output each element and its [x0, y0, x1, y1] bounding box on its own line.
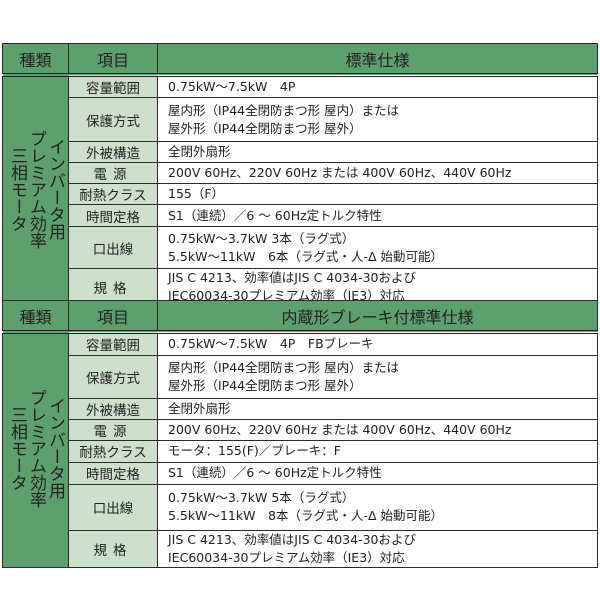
item-label: 規格 [68, 529, 158, 568]
spec-value: JIS C 4213、効率値はJIS C 4034-30および IEC60034-… [157, 268, 598, 306]
item-label: 時間定格 [68, 461, 158, 485]
item-label: 口出線 [68, 483, 158, 531]
item-label: 口出線 [68, 226, 158, 269]
kind-line: プレミアム効率 [26, 388, 46, 508]
spec-value: 屋内形（IP44全閉防まつ形 屋内）または 屋外形（IP44全閉防まつ形 屋外） [157, 97, 598, 142]
table-row: 電源 200V 60Hz、220V 60Hz または 400V 60Hz、440V… [3, 418, 598, 441]
spec-value: 0.75kW〜7.5kW 4P FBブレーキ [157, 331, 598, 356]
spec-line: 屋内形（IP44全閉防まつ形 屋内）または [168, 359, 400, 375]
item-label: 電源 [68, 418, 158, 441]
spec-line: 5.5kW〜11kW 8本（ラグ式・人-Δ 始動可能） [168, 508, 443, 523]
spec-table-2: 種類 項目 内蔵形ブレーキ付標準仕様インバータ用 プレミアム効率 三相モータ 容量範囲… [2, 300, 598, 568]
spec-line: 屋外形（IP44全閉防まつ形 屋外） [168, 120, 362, 136]
item-label: 時間定格 [68, 204, 158, 227]
item-label: 電源 [68, 162, 158, 184]
header-item: 項目 [68, 300, 158, 334]
table-row: 外被構造 全閉外扇形 [3, 397, 598, 420]
kind-line: 三相モータ [7, 405, 27, 491]
spec-value: 0.75kW〜7.5kW 4P [157, 74, 598, 98]
spec-line: JIS C 4213、効率値はJIS C 4034-30および [168, 270, 417, 285]
spec-line: 155（F） [168, 186, 225, 201]
spec-line: S1（連続）／6 〜 60Hz定トルク特性 [168, 207, 382, 223]
item-label: 外被構造 [68, 397, 158, 420]
spec-line: JIS C 4213、効率値はJIS C 4034-30および [168, 531, 417, 547]
table-row: 時間定格 S1（連続）／6 〜 60Hz定トルク特性 [3, 204, 598, 227]
kind-cell: インバータ用 プレミアム効率 三相モータ [2, 74, 69, 306]
spec-value: S1（連続）／6 〜 60Hz定トルク特性 [157, 204, 598, 227]
spec-value: 155（F） [157, 183, 598, 205]
table-row: 保護方式 屋内形（IP44全閉防まつ形 屋内）または 屋外形（IP44全閉防まつ形 … [3, 354, 598, 399]
item-label: 保護方式 [68, 97, 158, 142]
spec-value: 屋内形（IP44全閉防まつ形 屋内）または 屋外形（IP44全閉防まつ形 屋外） [157, 354, 598, 399]
table-row: 外被構造 全閉外扇形 [3, 141, 598, 163]
kind-label: インバータ用 プレミアム効率 三相モータ [7, 388, 65, 508]
spec-table-1: 種類 項目 標準仕様インバータ用 プレミアム効率 三相モータ 容量範囲 0.75kW〜7… [2, 43, 598, 306]
header-kind: 種類 [2, 300, 69, 334]
kind-label: インバータ用 プレミアム効率 三相モータ [7, 129, 65, 249]
header-row: 種類 項目 標準仕様 [2, 43, 598, 77]
item-label: 容量範囲 [68, 331, 158, 356]
table-row: 電源 200V 60Hz、220V 60Hz または 400V 60Hz、440V… [3, 162, 598, 184]
kind-line: インバータ用 [45, 138, 65, 240]
item-label: 規格 [68, 268, 158, 306]
header-kind: 種類 [2, 43, 69, 77]
kind-line: 三相モータ [7, 146, 27, 232]
table-row: 規格 JIS C 4213、効率値はJIS C 4034-30および IEC6003… [3, 268, 598, 306]
spec-line: 0.75kW〜3.7kW 5本（ラグ式） [168, 490, 355, 505]
table-row: インバータ用 プレミアム効率 三相モータ 容量範囲 0.75kW〜7.5kW 4P [2, 74, 598, 306]
spec-line: S1（連続）／6 〜 60Hz定トルク特性 [168, 465, 382, 480]
kind-cell: インバータ用 プレミアム効率 三相モータ [2, 331, 69, 568]
header-row: 種類 項目 内蔵形ブレーキ付標準仕様 [2, 300, 598, 334]
spec-line: 屋内形（IP44全閉防まつ形 屋内）または [168, 102, 400, 118]
table-row: 保護方式 屋内形（IP44全閉防まつ形 屋内）または 屋外形（IP44全閉防まつ形 … [3, 97, 598, 142]
item-label: 耐熱クラス [68, 439, 158, 463]
spec-value: S1（連続）／6 〜 60Hz定トルク特性 [157, 461, 598, 485]
spec-line: 0.75kW〜3.7kW 3本（ラグ式） [168, 230, 355, 246]
spec-value: 200V 60Hz、220V 60Hz または 400V 60Hz、440V 6… [157, 418, 598, 441]
header-item: 項目 [68, 43, 158, 77]
spec-line: 0.75kW〜7.5kW 4P [168, 79, 296, 94]
table-row: 耐熱クラス 155（F） [3, 183, 598, 205]
table-row: インバータ用 プレミアム効率 三相モータ 容量範囲 0.75kW〜7.5kW 4P FB… [2, 331, 598, 568]
spec-line: 屋外形（IP44全閉防まつ形 屋外） [168, 377, 362, 393]
spec-value: JIS C 4213、効率値はJIS C 4034-30および IEC60034-… [157, 529, 598, 568]
spec-value: 0.75kW〜3.7kW 3本（ラグ式） 5.5kW〜11kW 6本（ラグ式・人-… [157, 226, 598, 269]
spec-value: 全閉外扇形 [157, 141, 598, 163]
spec-line: 全閉外扇形 [168, 144, 231, 159]
header-spec: 内蔵形ブレーキ付標準仕様 [157, 300, 598, 334]
table-row: 口出線 0.75kW〜3.7kW 3本（ラグ式） 5.5kW〜11kW 6本（ラグ式… [3, 226, 598, 269]
item-label: 耐熱クラス [68, 183, 158, 205]
kind-line: インバータ用 [45, 397, 65, 500]
spec-line: 200V 60Hz、220V 60Hz または 400V 60Hz、440V 6… [168, 421, 512, 437]
spec-value: 全閉外扇形 [157, 397, 598, 420]
spec-line: 0.75kW〜7.5kW 4P FBブレーキ [168, 336, 374, 352]
spec-line: IEC60034-30プレミアム効率（IE3）対応 [168, 288, 405, 303]
spec-value: モータ：155(F)／ブレーキ：F [157, 439, 598, 463]
spec-line: 全閉外扇形 [168, 400, 231, 416]
spec-line: 200V 60Hz、220V 60Hz または 400V 60Hz、440V 6… [168, 165, 512, 180]
table-row: 耐熱クラス モータ：155(F)／ブレーキ：F [3, 439, 598, 463]
spec-value: 0.75kW〜3.7kW 5本（ラグ式） 5.5kW〜11kW 8本（ラグ式・人-… [157, 483, 598, 531]
spec-line: モータ：155(F)／ブレーキ：F [168, 443, 341, 458]
table-row: 口出線 0.75kW〜3.7kW 5本（ラグ式） 5.5kW〜11kW 8本（ラグ式… [3, 483, 598, 531]
item-label: 保護方式 [68, 354, 158, 399]
kind-line: プレミアム効率 [26, 129, 46, 249]
item-label: 外被構造 [68, 141, 158, 163]
spec-line: 5.5kW〜11kW 6本（ラグ式・人-Δ 始動可能） [168, 248, 443, 264]
table-row: 規格 JIS C 4213、効率値はJIS C 4034-30および IEC6003… [3, 529, 598, 568]
spec-value: 200V 60Hz、220V 60Hz または 400V 60Hz、440V 6… [157, 162, 598, 184]
header-spec: 標準仕様 [157, 43, 598, 77]
item-label: 容量範囲 [68, 74, 158, 98]
spec-line: IEC60034-30プレミアム効率（IE3）対応 [168, 549, 405, 565]
table-row: 時間定格 S1（連続）／6 〜 60Hz定トルク特性 [3, 461, 598, 485]
